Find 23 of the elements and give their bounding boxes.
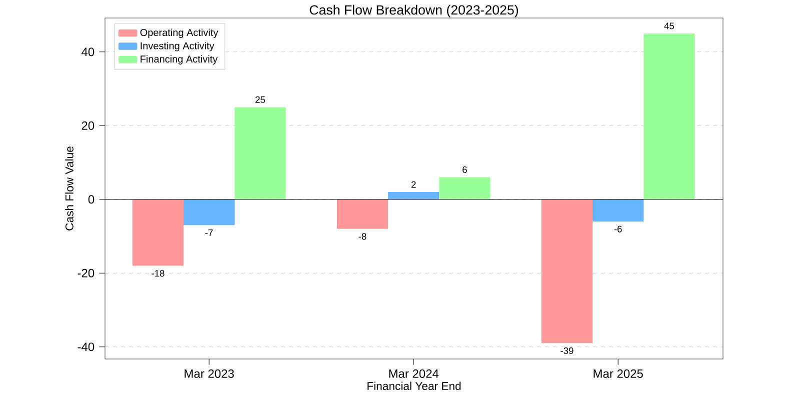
y-axis-title: Cash Flow Value xyxy=(65,146,74,230)
x-tick-label: Mar 2024 xyxy=(389,369,439,378)
data-label: 2 xyxy=(411,181,416,188)
x-axis-title: Financial Year End xyxy=(368,382,461,390)
data-label: -6 xyxy=(614,226,622,232)
x-tick-label: Mar 2023 xyxy=(184,369,234,378)
legend-label: Investing Activity xyxy=(140,42,214,52)
data-label: -39 xyxy=(560,347,574,354)
y-tick-label: 40 xyxy=(82,48,94,56)
data-label: -18 xyxy=(152,270,164,277)
y-tick-label: 0 xyxy=(88,195,94,204)
data-label: -8 xyxy=(358,233,366,240)
data-label: 6 xyxy=(462,166,467,173)
data-label: -7 xyxy=(205,229,213,236)
chart-title: Cash Flow Breakdown (2023-2025) xyxy=(310,4,518,18)
data-label: 45 xyxy=(664,22,674,30)
y-tick-label: -20 xyxy=(78,268,94,278)
legend-label: Financing Activity xyxy=(140,55,218,65)
y-tick-label: -40 xyxy=(78,342,94,352)
data-label: 25 xyxy=(255,96,266,103)
legend-label: Operating Activity xyxy=(140,28,218,38)
y-tick-label: 20 xyxy=(82,121,94,130)
x-tick-label: Mar 2025 xyxy=(594,369,643,378)
